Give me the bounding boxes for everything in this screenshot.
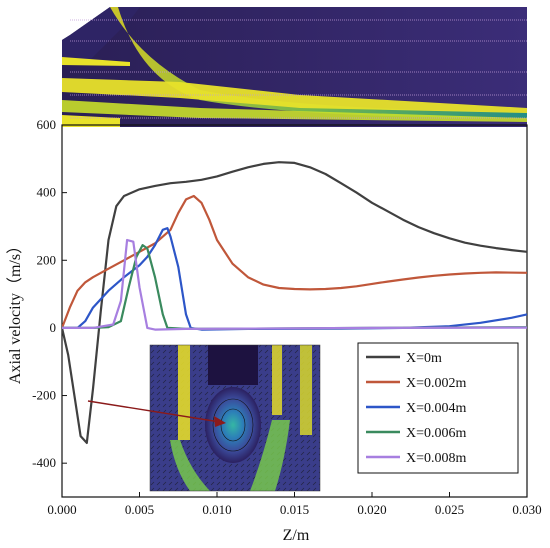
x-tick-label: 0.030 bbox=[512, 502, 541, 517]
legend-label: X=0m bbox=[406, 351, 442, 366]
x-tick-label: 0.025 bbox=[435, 502, 464, 517]
y-tick-label: 200 bbox=[37, 252, 57, 267]
x-axis-title: Z/m bbox=[283, 527, 310, 544]
cfd-contour-image bbox=[62, 7, 527, 127]
legend-label: X=0.006m bbox=[406, 426, 467, 441]
y-axis-title: Axial velocity（m/s） bbox=[6, 238, 24, 384]
series-line-3 bbox=[62, 244, 527, 330]
vortex-inset-image bbox=[149, 344, 321, 492]
y-tick-label: -400 bbox=[32, 455, 56, 470]
x-tick-label: 0.010 bbox=[202, 502, 231, 517]
x-tick-label: 0.020 bbox=[357, 502, 386, 517]
legend-label: X=0.002m bbox=[406, 376, 467, 391]
x-tick-label: 0.015 bbox=[280, 502, 309, 517]
series-line-0 bbox=[62, 161, 527, 444]
y-tick-label: -200 bbox=[32, 388, 56, 403]
legend: X=0m X=0.002m X=0.004m X=0.006m X=0.008m bbox=[357, 342, 519, 474]
y-axis: -400 -200 0 200 400 600 bbox=[32, 117, 67, 470]
series-line-1 bbox=[62, 194, 527, 329]
legend-label: X=0.004m bbox=[406, 401, 467, 416]
x-tick-label: 0.000 bbox=[47, 502, 76, 517]
y-tick-label: 0 bbox=[50, 320, 57, 335]
series-layer bbox=[62, 161, 527, 444]
legend-label: X=0.008m bbox=[406, 451, 467, 466]
x-tick-label: 0.005 bbox=[125, 502, 154, 517]
y-tick-label: 600 bbox=[37, 117, 57, 132]
series-line-4 bbox=[62, 238, 527, 331]
x-axis: 0.000 0.005 0.010 0.015 0.020 0.025 0.030 bbox=[47, 492, 542, 517]
annotation-arrow bbox=[87, 400, 226, 427]
y-tick-label: 400 bbox=[37, 185, 57, 200]
